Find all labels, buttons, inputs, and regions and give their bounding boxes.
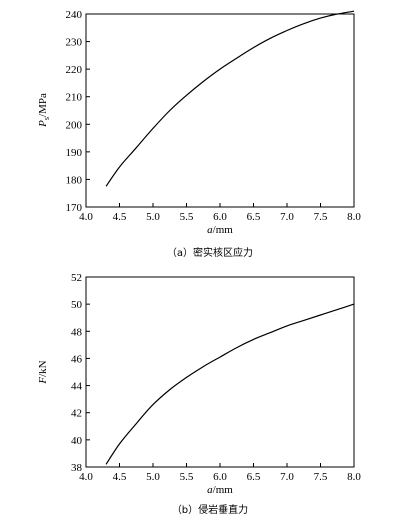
y-tick-label: 48 bbox=[71, 326, 83, 338]
chart-a-plot-frame bbox=[85, 13, 355, 208]
chart-a-ylabel-main: P bbox=[37, 120, 49, 128]
x-tick-label: 5.0 bbox=[146, 471, 160, 483]
chart-a-ylabel-sub: s bbox=[42, 117, 51, 120]
chart-a-ytick-labels: 170 180 190 200 210 220 230 240 bbox=[66, 9, 83, 214]
y-tick-label: 170 bbox=[66, 202, 83, 214]
x-tick-label: 6.5 bbox=[247, 211, 261, 223]
y-tick-label: 50 bbox=[71, 299, 83, 311]
y-tick-label: 230 bbox=[66, 37, 83, 49]
x-tick-label: 5.5 bbox=[180, 211, 194, 223]
x-tick-label: 7.0 bbox=[280, 471, 294, 483]
y-tick-label: 38 bbox=[71, 462, 83, 474]
x-tick-label: 7.5 bbox=[314, 471, 328, 483]
chart-a-caption: （a）密实核区应力 bbox=[167, 246, 253, 259]
x-tick-label: 5.0 bbox=[146, 211, 160, 223]
chart-a-xlabel-main: a bbox=[207, 224, 213, 236]
chart-a-xlabel-unit: /mm bbox=[213, 224, 234, 236]
chart-b-xlabel-unit: /mm bbox=[213, 484, 234, 496]
chart-a-series-line bbox=[105, 10, 355, 187]
chart-b-series-line bbox=[105, 303, 355, 465]
chart-a-ylabel: Ps/MPa bbox=[37, 93, 51, 128]
chart-a-ticks bbox=[85, 13, 355, 208]
chart-a-xtick-labels: 4.0 4.5 5.0 5.5 6.0 6.5 7.0 7.5 8.0 bbox=[79, 211, 361, 223]
x-tick-label: 4.5 bbox=[113, 211, 127, 223]
y-tick-label: 210 bbox=[66, 92, 83, 104]
x-tick-label: 4.0 bbox=[79, 211, 93, 223]
chart-b-caption: （b）侵岩垂直力 bbox=[172, 503, 248, 516]
x-tick-label: 8.0 bbox=[347, 211, 361, 223]
chart-b: 4.0 4.5 5.0 5.5 6.0 6.5 7.0 7.5 8.0 38 40 42 44 46 48… bbox=[37, 272, 361, 516]
x-tick-label: 5.5 bbox=[180, 471, 194, 483]
x-tick-label: 7.5 bbox=[314, 211, 328, 223]
chart-b-xlabel: a/mm bbox=[207, 484, 233, 496]
chart-b-ticks bbox=[85, 276, 355, 468]
chart-b-xlabel-main: a bbox=[207, 484, 213, 496]
chart-a-xlabel: a/mm bbox=[207, 224, 233, 236]
y-tick-label: 44 bbox=[71, 381, 83, 393]
y-tick-label: 46 bbox=[71, 353, 83, 365]
y-tick-label: 240 bbox=[66, 9, 83, 21]
y-tick-label: 180 bbox=[66, 174, 83, 186]
x-tick-label: 6.0 bbox=[213, 471, 227, 483]
x-tick-label: 8.0 bbox=[347, 471, 361, 483]
y-tick-label: 220 bbox=[66, 64, 83, 76]
chart-b-xtick-labels: 4.0 4.5 5.0 5.5 6.0 6.5 7.0 7.5 8.0 bbox=[79, 471, 361, 483]
chart-b-ylabel-main: F bbox=[37, 377, 49, 385]
x-tick-label: 4.0 bbox=[79, 471, 93, 483]
chart-b-plot-frame bbox=[85, 276, 355, 468]
x-tick-label: 7.0 bbox=[280, 211, 294, 223]
y-tick-label: 52 bbox=[71, 272, 82, 284]
chart-b-ylabel-unit: /kN bbox=[37, 360, 49, 377]
x-tick-label: 6.0 bbox=[213, 211, 227, 223]
y-tick-label: 40 bbox=[71, 435, 83, 447]
y-tick-label: 42 bbox=[71, 408, 82, 420]
chart-b-ylabel: F/kN bbox=[37, 360, 49, 384]
chart-a-ylabel-unit: /MPa bbox=[37, 93, 49, 117]
x-tick-label: 4.5 bbox=[113, 471, 127, 483]
y-tick-label: 190 bbox=[66, 147, 83, 159]
y-tick-label: 200 bbox=[66, 119, 83, 131]
x-tick-label: 6.5 bbox=[247, 471, 261, 483]
chart-b-ytick-labels: 38 40 42 44 46 48 50 52 bbox=[71, 272, 83, 474]
chart-a: 4.0 4.5 5.0 5.5 6.0 6.5 7.0 7.5 8.0 170 180 190 200… bbox=[37, 9, 361, 259]
